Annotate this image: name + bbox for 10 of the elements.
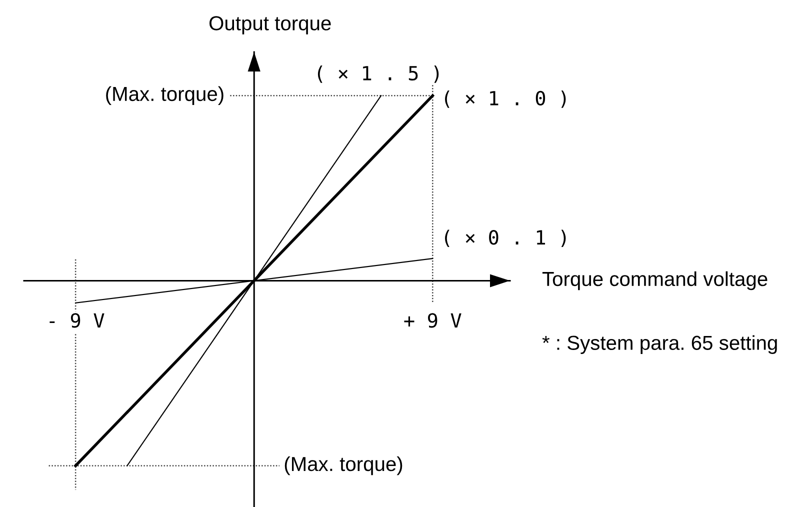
- ref-line-label: (Max. torque): [106, 86, 224, 106]
- series-label: ( × 1 . 5 ): [318, 66, 439, 83]
- text: * : System para. 65 setting: [542, 335, 777, 354]
- y-axis-title: Output torque: [209, 16, 331, 34]
- ref-line-label: (Max. torque): [284, 456, 402, 476]
- series-label: ( × 1 . 0 ): [445, 90, 566, 108]
- x-tick-label: + 9 V: [404, 313, 462, 328]
- x-tick-label: - 9 V: [50, 313, 104, 328]
- x-axis-title: Torque command voltage: [542, 271, 768, 290]
- series-label: ( × 0 . 1 ): [445, 230, 566, 248]
